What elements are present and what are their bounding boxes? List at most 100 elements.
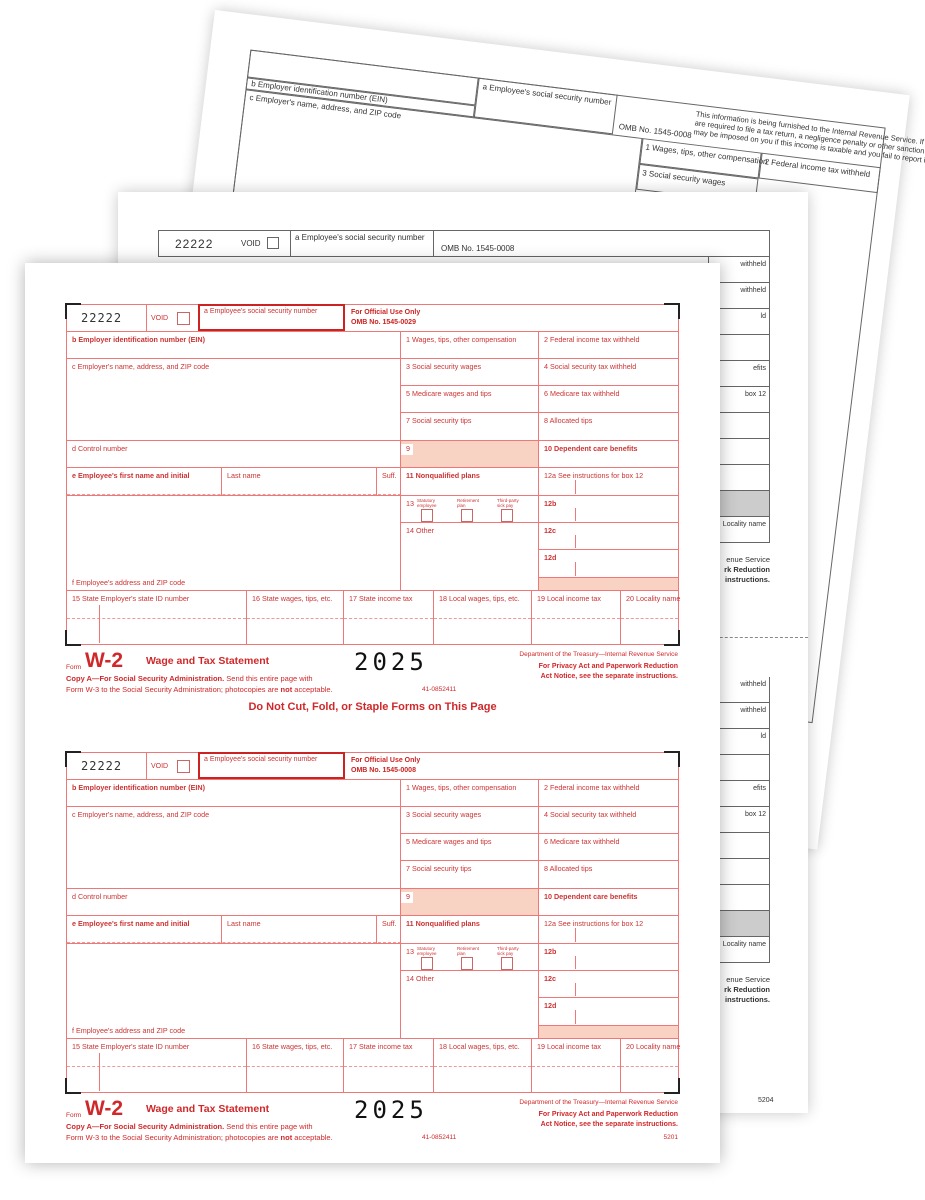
box-b4[interactable]: 4 Social security tax withheld <box>539 807 679 834</box>
box-b14[interactable]: 14 Other <box>401 971 539 1039</box>
mid-box-fragment-label: ld <box>760 313 766 320</box>
box-b15[interactable]: 15 State Employer's state ID number <box>67 591 247 645</box>
box-b11[interactable]: 11 Nonqualified plans <box>401 468 539 496</box>
box-b11[interactable]: 11 Nonqualified plans <box>401 916 539 944</box>
box13-checkbox[interactable] <box>461 957 473 970</box>
copy-a-text: Form W-3 to the Social Security Administ… <box>66 1133 281 1142</box>
box-b20[interactable]: 20 Locality name <box>621 1039 680 1093</box>
box-b5[interactable]: 5 Medicare wages and tips <box>401 834 539 861</box>
dashed-divider <box>344 1066 433 1067</box>
box-b17[interactable]: 17 State income tax <box>344 1039 434 1093</box>
box-label: 11 Nonqualified plans <box>406 471 480 480</box>
box-b2[interactable]: 2 Federal income tax withheld <box>539 780 679 807</box>
box-label: 3 Social security wages <box>406 362 482 371</box>
box-b8[interactable]: 8 Allocated tips <box>539 861 679 889</box>
box-label: 7 Social security tips <box>406 864 472 873</box>
box-b20[interactable]: 20 Locality name <box>621 591 680 645</box>
box-e[interactable]: e Employee's first name and initial <box>67 916 401 944</box>
mid-footer-fragment: instructions. <box>724 575 770 584</box>
box-d[interactable]: d Control number <box>67 889 401 916</box>
box-b12b[interactable]: 12b <box>539 944 679 971</box>
box-b5[interactable]: 5 Medicare wages and tips <box>401 386 539 413</box>
box-b14[interactable]: 14 Other <box>401 523 539 591</box>
box-b3[interactable]: 3 Social security wages <box>401 359 539 386</box>
box-last[interactable]: Last name <box>222 468 377 496</box>
form-number: 5201 <box>663 1134 678 1141</box>
box-b8[interactable]: 8 Allocated tips <box>539 413 679 441</box>
box-b18[interactable]: 18 Local wages, tips, etc. <box>434 591 532 645</box>
box13-checkbox[interactable] <box>461 509 473 522</box>
box-b10[interactable]: 10 Dependent care benefits <box>539 889 679 916</box>
box-label: c Employer's name, address, and ZIP code <box>72 362 210 371</box>
box-b6[interactable]: 6 Medicare tax withheld <box>539 386 679 413</box>
box-b[interactable]: b Employer identification number (EIN) <box>67 332 401 359</box>
box-b3[interactable]: 3 Social security wages <box>401 807 539 834</box>
box-label: 16 State wages, tips, etc. <box>252 594 333 603</box>
box-f[interactable]: f Employee's address and ZIP code <box>67 496 401 591</box>
code-divider <box>575 956 576 969</box>
box-c[interactable]: c Employer's name, address, and ZIP code <box>67 807 401 889</box>
ssn-field[interactable]: a Employee's social security number <box>198 752 345 779</box>
box-b18[interactable]: 18 Local wages, tips, etc. <box>434 1039 532 1093</box>
box-b17[interactable]: 17 State income tax <box>344 591 434 645</box>
box-b9[interactable]: 9 <box>401 889 539 916</box>
box13-checkbox[interactable] <box>501 509 513 522</box>
box13-checkbox[interactable] <box>421 957 433 970</box>
box-f[interactable]: f Employee's address and ZIP code <box>67 944 401 1039</box>
dashed-divider <box>434 1066 531 1067</box>
box-b13[interactable]: 13 Statutory employee Retirement plan Third… <box>401 496 539 523</box>
box-b15[interactable]: 15 State Employer's state ID number <box>67 1039 247 1093</box>
checkbox-caption: Statutory employee <box>417 498 437 508</box>
box-label: 1 Wages, tips, other compensation <box>406 335 517 344</box>
registration-mark <box>664 1078 680 1094</box>
box-b1[interactable]: 1 Wages, tips, other compensation <box>401 780 539 807</box>
box-label: e Employee's first name and initial <box>72 471 190 480</box>
box13-checkbox[interactable] <box>501 957 513 970</box>
void-checkbox[interactable] <box>177 312 190 325</box>
mid-footer-fragment: enue Service <box>726 975 770 984</box>
tax-year: 2025 <box>354 1096 428 1124</box>
box-suff[interactable]: Suff. <box>377 468 401 496</box>
box-b4[interactable]: 4 Social security tax withheld <box>539 359 679 386</box>
box-b16[interactable]: 16 State wages, tips, etc. <box>247 591 344 645</box>
box-suff[interactable]: Suff. <box>377 916 401 944</box>
void-checkbox[interactable] <box>177 760 190 773</box>
box-b13[interactable]: 13 Statutory employee Retirement plan Third… <box>401 944 539 971</box>
box-d[interactable]: d Control number <box>67 441 401 468</box>
dashed-divider <box>344 618 433 619</box>
box-b19[interactable]: 19 Local income tax <box>532 591 621 645</box>
copy-a-bold: Copy A—For Social Security Administratio… <box>66 1122 225 1131</box>
box-label: 19 Local income tax <box>537 1042 601 1051</box>
box-b9[interactable]: 9 <box>401 441 539 468</box>
box-b[interactable]: b Employer identification number (EIN) <box>67 780 401 807</box>
box-b12a[interactable]: 12a See instructions for box 12 <box>539 468 679 496</box>
box-b12d[interactable]: 12d <box>539 998 679 1026</box>
shaded-box <box>539 1026 679 1039</box>
box-b12d[interactable]: 12d <box>539 550 679 578</box>
box-b10[interactable]: 10 Dependent care benefits <box>539 441 679 468</box>
box-b1[interactable]: 1 Wages, tips, other compensation <box>401 332 539 359</box>
box-last[interactable]: Last name <box>222 916 377 944</box>
mid-box-fragment-label: withheld <box>740 287 766 294</box>
box-b7[interactable]: 7 Social security tips <box>401 861 539 889</box>
mid-box-fragment-label: withheld <box>740 261 766 268</box>
box-b12c[interactable]: 12c <box>539 523 679 550</box>
box-b12c[interactable]: 12c <box>539 971 679 998</box>
box-b6[interactable]: 6 Medicare tax withheld <box>539 834 679 861</box>
box-b12b[interactable]: 12b <box>539 496 679 523</box>
copy-a-text: Send this entire page with <box>224 674 313 683</box>
ssn-field[interactable]: a Employee's social security number <box>198 304 345 331</box>
box13-checkbox[interactable] <box>421 509 433 522</box>
box-b7[interactable]: 7 Social security tips <box>401 413 539 441</box>
box-label: 2 Federal income tax withheld <box>544 335 640 344</box>
box-b12a[interactable]: 12a See instructions for box 12 <box>539 916 679 944</box>
box-b19[interactable]: 19 Local income tax <box>532 1039 621 1093</box>
box-c[interactable]: c Employer's name, address, and ZIP code <box>67 359 401 441</box>
dashed-divider <box>67 618 246 619</box>
mid-ssn-cell: a Employee's social security number <box>290 230 434 257</box>
box-label: 8 Allocated tips <box>544 416 593 425</box>
box-b2[interactable]: 2 Federal income tax withheld <box>539 332 679 359</box>
box-label: 13 <box>406 947 414 956</box>
box-e[interactable]: e Employee's first name and initial <box>67 468 401 496</box>
box-b16[interactable]: 16 State wages, tips, etc. <box>247 1039 344 1093</box>
